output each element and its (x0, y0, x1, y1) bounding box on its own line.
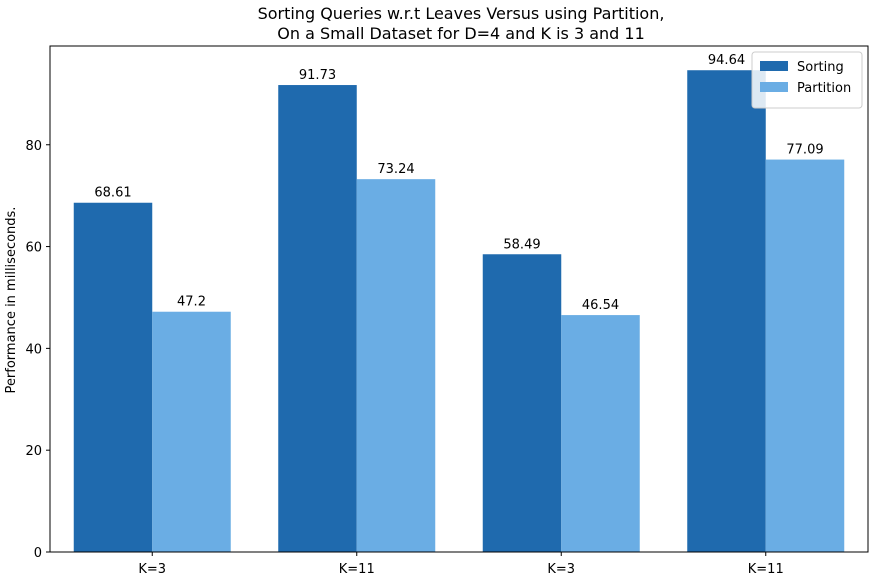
value-label-partition-2: 46.54 (582, 298, 619, 313)
plot-frame (49, 45, 869, 553)
plot-area: 68.61 47.2 K=3 91.73 73.24 K=11 58.49 46.54 K=3 9… (25, 45, 869, 577)
y-axis-label: Performance in milliseconds. (4, 207, 19, 394)
y-tick-label-0: 0 (34, 546, 42, 561)
y-tick-label-2: 40 (25, 342, 42, 357)
bar-partition-1 (356, 179, 436, 552)
y-tick-label-4: 80 (25, 139, 42, 154)
x-tick-label-1: K=11 (339, 562, 375, 577)
bar-sorting-2 (482, 254, 562, 552)
bar-sorting-1 (278, 85, 357, 552)
legend-label-sorting: Sorting (797, 60, 844, 75)
y-tick-label-1: 20 (25, 444, 42, 459)
value-label-sorting-1: 91.73 (299, 68, 336, 83)
value-label-sorting-2: 58.49 (503, 237, 540, 252)
value-label-partition-1: 73.24 (377, 162, 414, 177)
bar-sorting-3 (687, 70, 766, 552)
value-label-sorting-0: 68.61 (94, 186, 131, 201)
y-tick-label-3: 60 (25, 241, 42, 256)
bar-partition-2 (561, 315, 640, 552)
chart-title-line-2: On a Small Dataset for D=4 and K is 3 an… (277, 24, 645, 43)
bar-sorting-0 (73, 202, 153, 552)
legend-label-partition: Partition (797, 81, 851, 96)
value-label-partition-0: 47.2 (177, 295, 206, 310)
bar-partition-0 (152, 311, 231, 552)
value-label-sorting-3: 94.64 (708, 53, 745, 68)
x-tick-label-0: K=3 (138, 562, 166, 577)
legend-swatch-sorting (760, 61, 788, 71)
x-tick-label-2: K=3 (547, 562, 575, 577)
bar-partition-3 (765, 159, 845, 553)
legend-swatch-partition (760, 82, 788, 92)
chart-title-line-1: Sorting Queries w.r.t Leaves Versus usin… (258, 4, 665, 23)
value-label-partition-3: 77.09 (786, 143, 823, 158)
x-tick-label-3: K=11 (748, 562, 784, 577)
